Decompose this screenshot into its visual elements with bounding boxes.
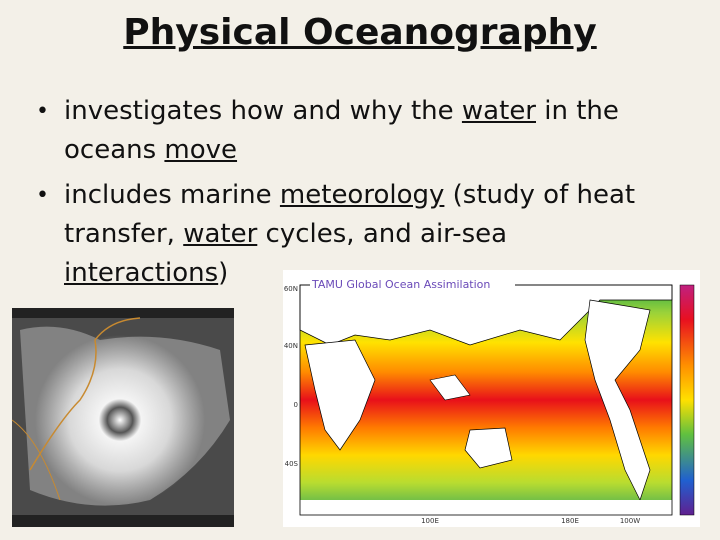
bullet-text: ) — [218, 258, 229, 288]
lat-label: 40S — [285, 460, 299, 468]
lat-labels: 60N 40N 0 40S — [284, 285, 299, 468]
underlined-term: meteorology — [279, 180, 445, 210]
lon-label: 100E — [421, 517, 439, 525]
bullet-text: investigates how and why the — [64, 96, 462, 126]
bullet-text: includes marine — [64, 180, 280, 210]
underlined-term: interactions — [64, 258, 219, 288]
bullet-text: cycles, and air-sea — [257, 219, 508, 249]
bullet-text: (study of heat transfer, — [64, 180, 636, 249]
bullet: includes marine meteorology (study of he… — [24, 176, 664, 293]
lat-label: 60N — [284, 285, 298, 293]
underlined-term: water — [183, 219, 258, 249]
map-title: TAMU Global Ocean Assimilation — [311, 278, 490, 291]
lon-labels: 100E 180E 100W — [421, 517, 640, 525]
lat-label: 40N — [284, 342, 298, 350]
lon-label: 100W — [620, 517, 640, 525]
ocean-map: TAMU Global Ocean Assimilation 60N 40N 0 40… — [283, 270, 700, 527]
bullet-text: in the oceans — [64, 96, 619, 165]
underlined-term: water — [461, 96, 536, 126]
lat-label: 0 — [294, 401, 298, 409]
slide-title: Physical Oceanography — [123, 12, 597, 53]
lon-label: 180E — [561, 517, 579, 525]
underlined-term: move — [164, 135, 238, 165]
bullet: investigates how and why the water in th… — [24, 92, 664, 170]
satellite-image — [11, 308, 234, 527]
bullet-list: investigates how and why the water in th… — [24, 92, 664, 299]
